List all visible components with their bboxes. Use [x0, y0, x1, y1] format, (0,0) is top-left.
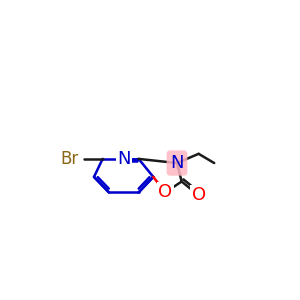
Text: Br: Br [60, 150, 78, 168]
Text: O: O [158, 183, 172, 201]
Text: N: N [117, 150, 130, 168]
Text: O: O [192, 186, 206, 204]
Text: N: N [170, 154, 184, 172]
